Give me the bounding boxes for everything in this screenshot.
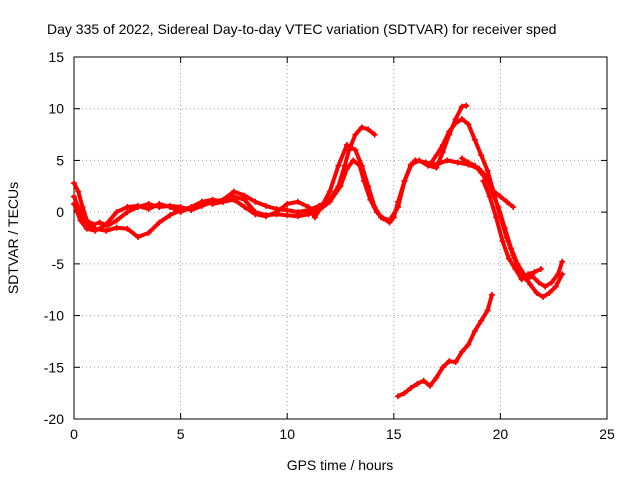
y-axis-label: SDTVAR / TECUs [5,182,21,294]
series-trace [398,295,492,396]
y-tick-label: 15 [48,49,64,65]
series-trace [430,119,562,287]
y-tick-label: -20 [44,411,64,427]
x-axis-label: GPS time / hours [287,457,394,473]
y-tick-label: 5 [56,152,64,168]
x-tick-label: 20 [493,426,509,442]
grid-layer [74,57,607,419]
tick-layer: 0 5 10 15 20 25 -20 -15 -10 -5 0 5 10 15 [44,49,615,442]
chart-title: Day 335 of 2022, Sidereal Day-to-day VTE… [47,21,556,37]
x-tick-label: 10 [279,426,295,442]
series-track-7 [395,292,495,399]
plot-frame [74,57,607,419]
data-layer [71,103,565,400]
y-tick-label: -15 [44,359,64,375]
x-tick-label: 5 [177,426,185,442]
series-track-5 [459,155,516,210]
x-tick-label: 15 [386,426,402,442]
y-tick-label: -10 [44,308,64,324]
x-tick-label: 25 [599,426,615,442]
chart: Day 335 of 2022, Sidereal Day-to-day VTE… [0,0,640,480]
y-tick-label: 0 [56,204,64,220]
series-track-6 [480,178,544,282]
series-track-3 [71,103,469,234]
y-tick-label: -5 [52,256,65,272]
x-tick-label: 0 [70,426,78,442]
y-tick-label: 10 [48,101,64,117]
